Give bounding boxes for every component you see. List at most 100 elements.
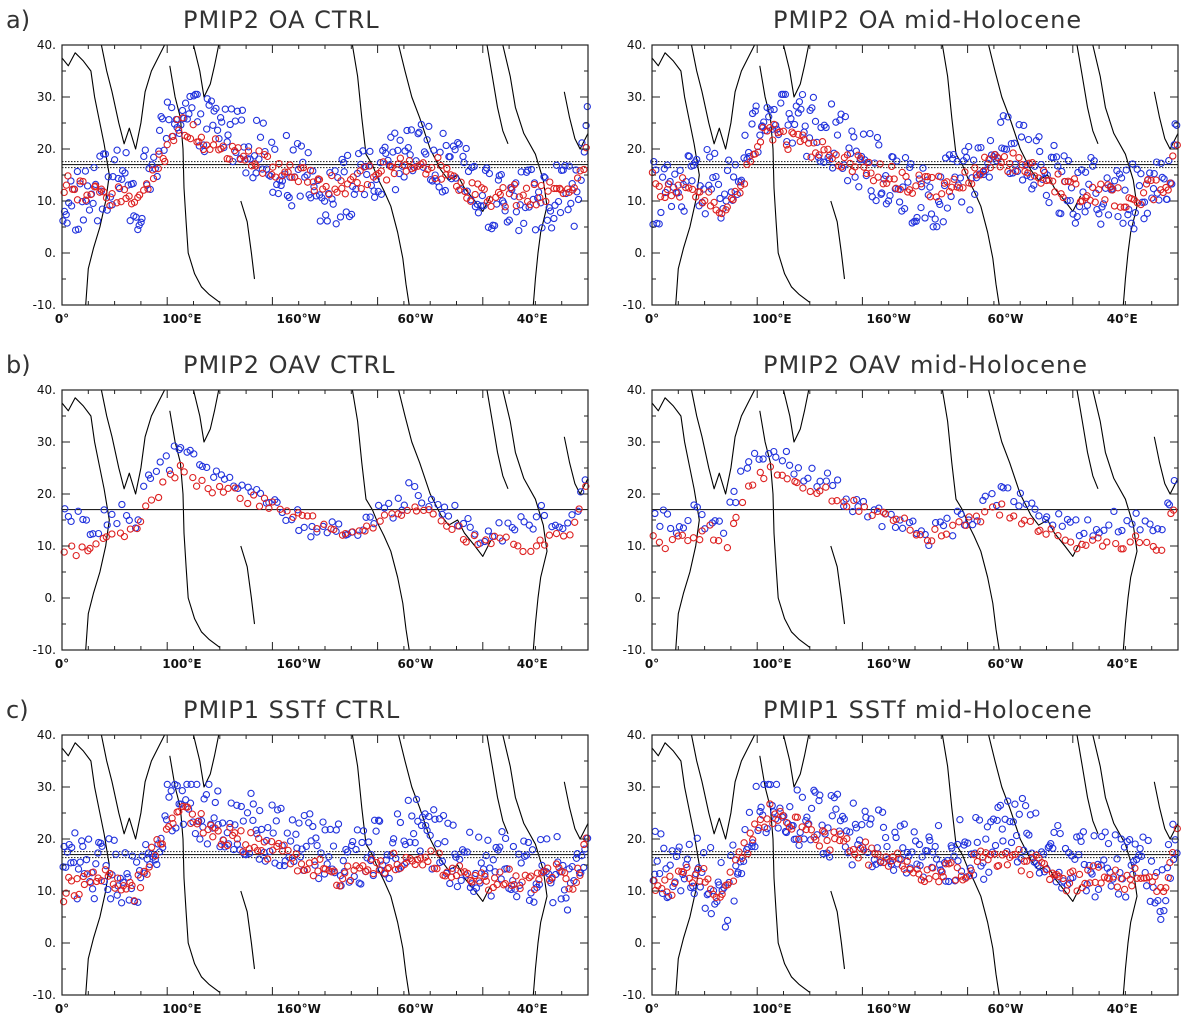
blue-point: [557, 895, 565, 903]
blue-point: [153, 172, 161, 181]
blue-point: [125, 896, 133, 904]
blue-point: [175, 445, 183, 454]
blue-point: [929, 223, 937, 231]
blue-point: [239, 817, 247, 825]
blue-point: [827, 100, 836, 108]
red-point: [923, 173, 932, 181]
blue-point: [679, 524, 688, 532]
red-point: [219, 836, 228, 844]
red-point: [1166, 179, 1174, 187]
y-tick-label: -10.: [33, 988, 56, 1002]
red-point: [400, 860, 409, 869]
red-point: [1166, 858, 1174, 867]
blue-point: [441, 838, 449, 846]
blue-point: [509, 876, 517, 885]
red-point: [953, 864, 961, 872]
blue-point: [292, 830, 300, 838]
blue-point: [489, 856, 497, 864]
red-point: [90, 183, 99, 191]
blue-point: [1131, 209, 1139, 217]
blue-point: [918, 853, 926, 861]
red-point: [1048, 869, 1057, 877]
red-point: [76, 177, 84, 185]
red-point: [935, 878, 943, 886]
blue-point: [568, 511, 576, 519]
red-point: [830, 828, 838, 836]
x-tick-label: 40°E: [1107, 657, 1138, 671]
blue-point: [407, 126, 416, 134]
blue-point: [340, 158, 348, 167]
red-point: [309, 872, 318, 880]
blue-point: [915, 840, 924, 849]
red-point: [144, 185, 152, 193]
blue-point: [736, 858, 744, 866]
red-point: [544, 187, 552, 195]
blue-point: [816, 791, 824, 799]
blue-point: [1122, 166, 1130, 174]
y-tick-label: 20.: [627, 142, 646, 156]
blue-point: [282, 516, 290, 525]
red-point: [674, 867, 683, 875]
blue-point: [973, 838, 981, 847]
blue-point: [898, 524, 907, 532]
red-point: [696, 536, 704, 544]
blue-point: [770, 105, 778, 114]
red-point: [512, 201, 520, 210]
red-point: [175, 807, 183, 816]
red-point: [888, 162, 896, 171]
blue-point: [727, 851, 735, 860]
red-point: [1162, 884, 1170, 892]
blue-point: [104, 885, 112, 894]
red-point: [1011, 850, 1019, 859]
blue-point: [755, 455, 763, 463]
blue-point: [530, 898, 538, 906]
blue-point: [846, 828, 854, 836]
blue-point: [370, 816, 379, 824]
blue-point: [878, 808, 887, 816]
red-point: [480, 185, 488, 193]
blue-point: [524, 838, 533, 847]
red-point: [1084, 866, 1092, 874]
blue-point: [391, 129, 399, 137]
blue-point: [202, 791, 211, 799]
blue-point: [1050, 828, 1058, 837]
blue-point: [358, 838, 366, 847]
blue-point: [866, 820, 874, 828]
blue-point: [520, 837, 528, 845]
blue-point: [815, 796, 823, 805]
blue-point: [472, 884, 481, 892]
blue-point: [991, 841, 1000, 850]
red-point: [179, 802, 187, 811]
red-point: [1042, 866, 1051, 874]
blue-point: [484, 527, 493, 535]
blue-point: [367, 181, 376, 190]
x-tick-label: 60°W: [398, 657, 434, 671]
blue-point: [832, 805, 840, 813]
red-point: [1078, 540, 1086, 549]
coastline-2: [690, 389, 756, 495]
red-point: [70, 892, 78, 900]
blue-point: [711, 517, 719, 525]
y-tick-label: 10.: [37, 539, 56, 553]
blue-point: [562, 894, 570, 902]
red-point: [904, 188, 912, 196]
blue-point: [962, 153, 971, 162]
blue-point: [531, 226, 540, 234]
red-point: [299, 164, 308, 172]
blue-point: [247, 789, 255, 798]
red-point: [159, 478, 167, 486]
blue-point: [256, 489, 265, 498]
blue-point: [943, 514, 951, 522]
blue-point: [277, 804, 285, 813]
red-point: [552, 184, 561, 193]
y-tick-label: -10.: [623, 298, 646, 312]
blue-point: [297, 142, 306, 150]
blue-point: [781, 827, 790, 836]
red-point: [1164, 873, 1172, 882]
blue-point: [140, 152, 148, 161]
red-point: [881, 510, 890, 518]
blue-point: [471, 203, 480, 211]
plot-frame: [61, 44, 589, 306]
red-point: [482, 877, 490, 885]
blue-point: [207, 97, 216, 105]
